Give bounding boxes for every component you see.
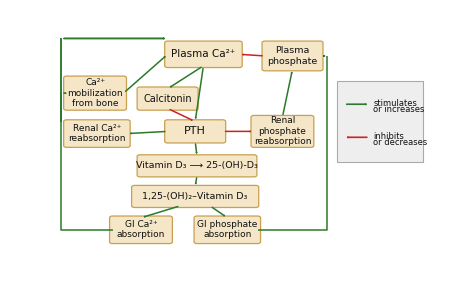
- FancyBboxPatch shape: [109, 216, 173, 244]
- Text: Calcitonin: Calcitonin: [143, 94, 192, 104]
- FancyBboxPatch shape: [194, 216, 261, 244]
- FancyBboxPatch shape: [262, 41, 323, 71]
- Text: Ca²⁺
mobilization
from bone: Ca²⁺ mobilization from bone: [67, 78, 123, 108]
- FancyBboxPatch shape: [64, 76, 127, 110]
- Text: Renal Ca²⁺
reabsorption: Renal Ca²⁺ reabsorption: [68, 124, 126, 143]
- FancyBboxPatch shape: [137, 87, 198, 110]
- FancyBboxPatch shape: [251, 115, 314, 147]
- FancyBboxPatch shape: [137, 155, 257, 177]
- FancyBboxPatch shape: [337, 81, 423, 162]
- Text: GI Ca²⁺
absorption: GI Ca²⁺ absorption: [117, 220, 165, 239]
- Text: PTH: PTH: [184, 126, 206, 136]
- Text: Vitamin D₃ ⟶ 25-(OH)-D₃: Vitamin D₃ ⟶ 25-(OH)-D₃: [136, 161, 258, 170]
- Text: GI phosphate
absorption: GI phosphate absorption: [197, 220, 257, 239]
- Text: or increases: or increases: [374, 105, 425, 114]
- Text: inhibits: inhibits: [374, 132, 404, 141]
- Text: or decreases: or decreases: [374, 138, 428, 147]
- FancyBboxPatch shape: [164, 120, 226, 143]
- FancyBboxPatch shape: [132, 185, 259, 208]
- Text: Plasma
phosphate: Plasma phosphate: [267, 46, 318, 66]
- Text: Plasma Ca²⁺: Plasma Ca²⁺: [171, 49, 236, 59]
- FancyBboxPatch shape: [64, 120, 130, 147]
- FancyBboxPatch shape: [164, 41, 242, 68]
- Text: Renal
phosphate
reabsorption: Renal phosphate reabsorption: [254, 116, 311, 146]
- Text: stimulates: stimulates: [374, 99, 417, 108]
- Text: 1,25-(OH)₂–Vitamin D₃: 1,25-(OH)₂–Vitamin D₃: [143, 192, 248, 201]
